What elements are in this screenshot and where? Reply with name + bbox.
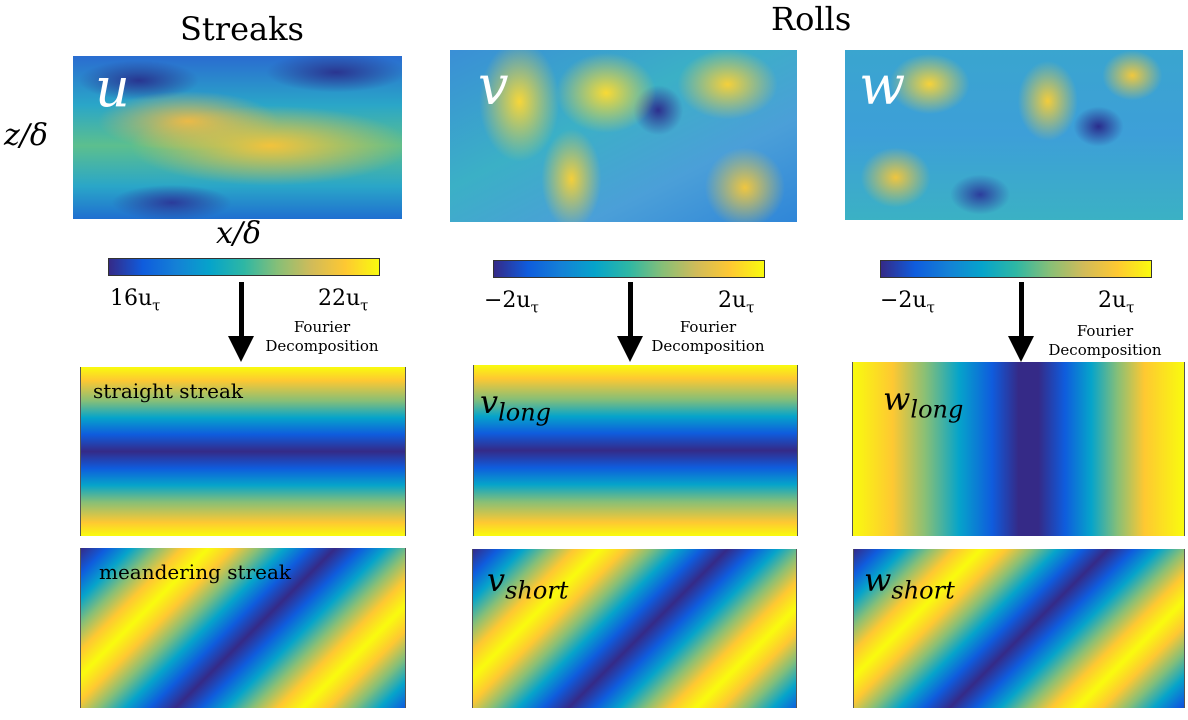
- down-arrow-icon: [617, 336, 643, 362]
- arrow-shaft-v: [628, 282, 633, 338]
- fourier-note-w: Fourier Decomposition: [1048, 322, 1162, 359]
- u-velocity-field: u: [73, 56, 402, 219]
- v-short-label: vshort: [487, 561, 569, 605]
- v-long-label: vlong: [480, 383, 552, 427]
- v-cbar-max: 2uτ: [718, 288, 755, 317]
- w-cbar-max: 2uτ: [1098, 288, 1135, 317]
- straight-streak-mode: straight streak: [80, 367, 406, 536]
- v-colorbar: [493, 260, 765, 278]
- down-arrow-icon: [1008, 336, 1034, 362]
- u-cbar-max: 22uτ: [318, 286, 369, 315]
- arrow-shaft-w: [1019, 282, 1024, 338]
- w-long-label: wlong: [883, 380, 964, 424]
- w-colorbar: [880, 260, 1152, 278]
- v-long-mode: vlong: [473, 365, 798, 536]
- w-cbar-min: −2uτ: [880, 288, 935, 317]
- z-axis-label: z/δ: [4, 118, 48, 153]
- x-axis-label: x/δ: [216, 216, 262, 251]
- v-velocity-field: v: [450, 50, 797, 222]
- w-velocity-field: w: [845, 50, 1183, 220]
- straight-streak-label: straight streak: [93, 379, 243, 403]
- w-short-label: wshort: [864, 561, 955, 605]
- streaks-heading: Streaks: [180, 10, 304, 48]
- v-symbol: v: [478, 54, 509, 117]
- v-cbar-min: −2uτ: [484, 288, 539, 317]
- meandering-streak-mode: meandering streak: [80, 548, 406, 708]
- down-arrow-icon: [228, 336, 254, 362]
- v-short-mode: vshort: [472, 549, 797, 708]
- arrow-shaft-u: [239, 282, 244, 338]
- u-colorbar: [108, 258, 380, 276]
- u-symbol: u: [95, 56, 130, 119]
- w-symbol: w: [859, 54, 906, 117]
- fourier-note-u: Fourier Decomposition: [265, 318, 379, 355]
- meandering-streak-label: meandering streak: [99, 560, 291, 584]
- fourier-note-v: Fourier Decomposition: [651, 318, 765, 355]
- rolls-heading: Rolls: [771, 0, 852, 38]
- w-long-mode: wlong: [852, 362, 1185, 536]
- u-cbar-min: 16uτ: [110, 286, 161, 315]
- w-short-mode: wshort: [853, 549, 1185, 708]
